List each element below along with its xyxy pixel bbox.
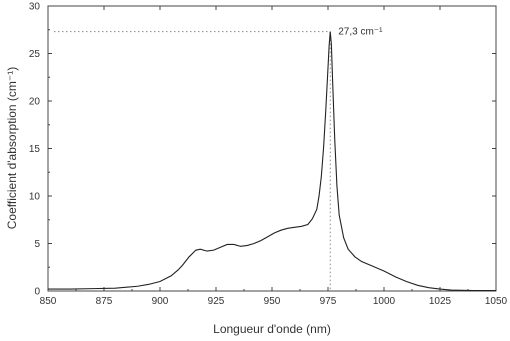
x-tick-label: 975	[320, 296, 337, 307]
y-tick-label: 0	[34, 287, 40, 298]
x-tick-label: 1025	[429, 296, 452, 307]
x-tick-label: 950	[264, 296, 281, 307]
y-tick-label: 25	[29, 49, 41, 60]
x-tick-label: 875	[96, 296, 113, 307]
x-tick-label: 925	[208, 296, 225, 307]
absorption-curve	[48, 31, 496, 292]
y-tick-label: 5	[34, 239, 40, 250]
y-axis-label: Coefficient d'absorption (cm⁻¹)	[5, 67, 19, 229]
y-tick-label: 15	[29, 144, 41, 155]
axis-ticks	[47, 5, 497, 292]
x-axis-label: Longueur d'onde (nm)	[213, 322, 331, 336]
x-tick-label: 1000	[373, 296, 396, 307]
x-tick-label: 900	[152, 296, 169, 307]
y-tick-label: 30	[29, 2, 41, 13]
x-tick-label: 1050	[485, 296, 508, 307]
y-tick-label: 10	[29, 192, 41, 203]
x-tick-label: 850	[40, 296, 57, 307]
peak-annotation: 27,3 cm⁻¹	[338, 27, 383, 38]
plot-frame	[47, 5, 497, 292]
axis-tick-labels: 850 875 900 925 950 975 1000 1025 1050 0 5 10 15 20 25…	[29, 2, 508, 308]
y-tick-label: 20	[29, 97, 41, 108]
